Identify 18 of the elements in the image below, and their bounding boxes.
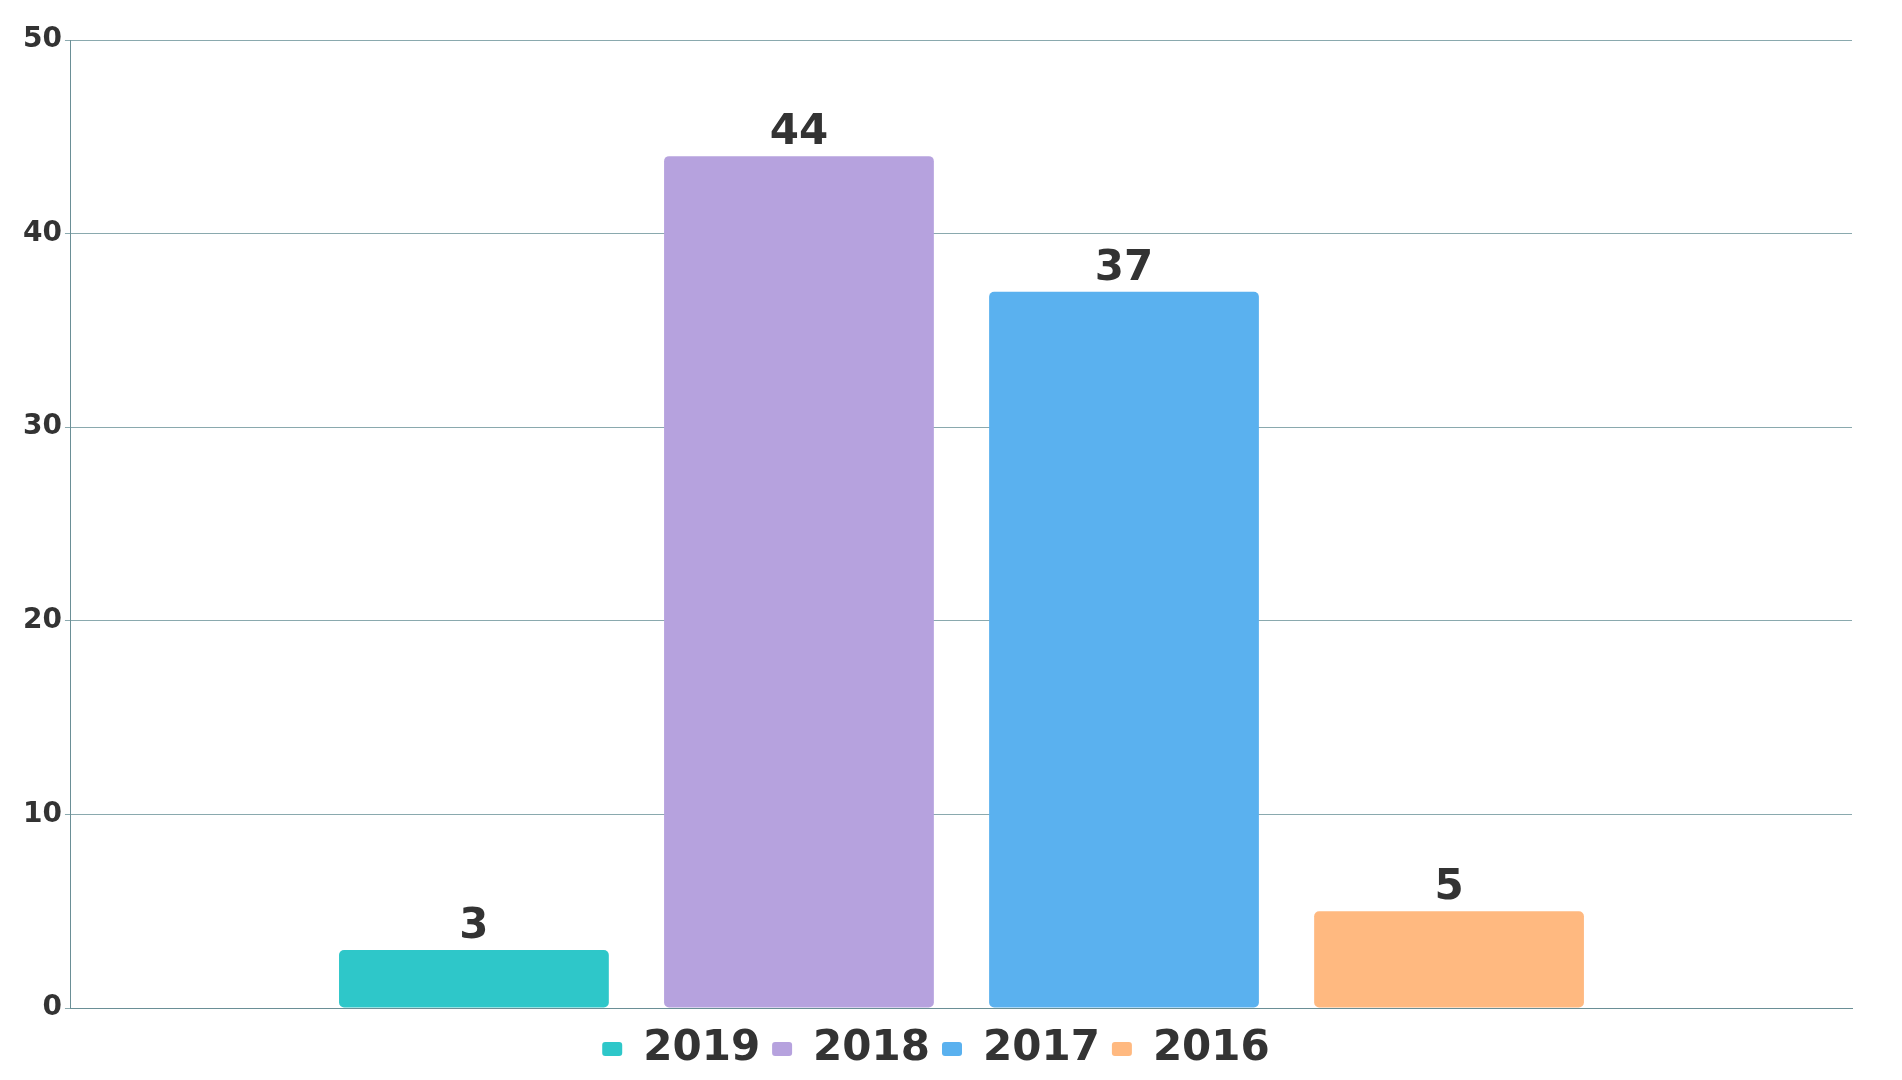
data-label: 37 — [1094, 240, 1154, 290]
y-tick-label: 20 — [23, 602, 62, 636]
y-tick-label: 10 — [23, 795, 62, 829]
y-tick-label: 40 — [23, 214, 62, 248]
bar — [1314, 911, 1584, 1008]
data-label: 5 — [1434, 860, 1464, 910]
bar — [339, 949, 609, 1008]
y-tick-label: 50 — [23, 21, 62, 55]
bar — [989, 291, 1259, 1008]
y-tick-label: 30 — [23, 408, 62, 442]
legend-label: 2017 — [983, 1020, 1100, 1070]
legend-label: 2019 — [643, 1020, 761, 1070]
data-label: 3 — [459, 898, 489, 948]
legend-label: 2016 — [1152, 1020, 1270, 1070]
bar — [664, 156, 934, 1008]
legend-label: 2018 — [813, 1020, 931, 1070]
data-label: 44 — [769, 105, 829, 155]
y-tick-label: 0 — [42, 989, 62, 1023]
